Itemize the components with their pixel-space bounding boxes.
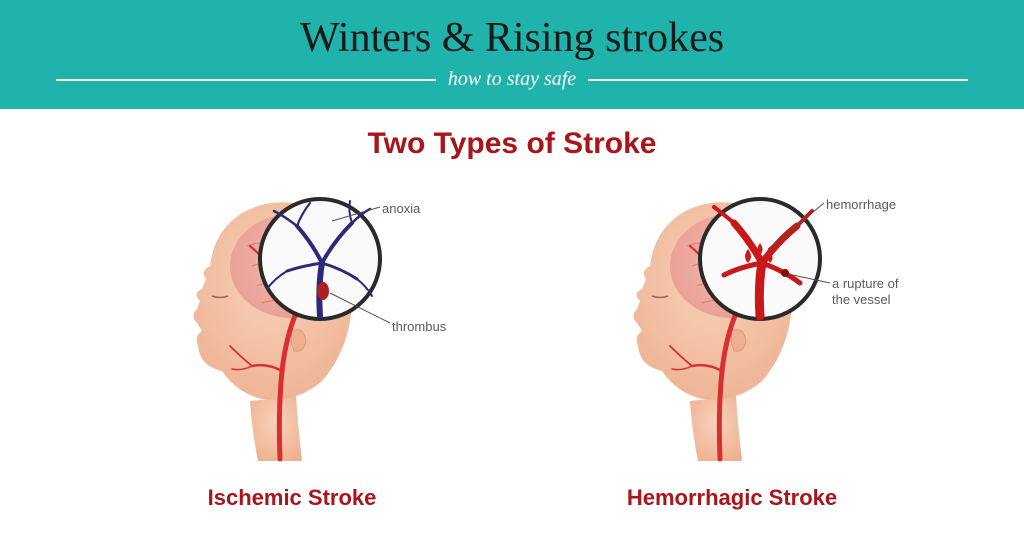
- neck: [250, 396, 302, 461]
- header-banner: Winters & Rising strokes how to stay saf…: [0, 0, 1024, 109]
- annotation-hemorrhage: hemorrhage: [826, 197, 896, 213]
- annotation-thrombus: thrombus: [392, 319, 446, 335]
- rupture-point: [781, 269, 789, 277]
- content-area: Two Types of Stroke: [0, 109, 1024, 511]
- ear: [731, 330, 746, 352]
- neck: [690, 396, 742, 461]
- annotation-anoxia: anoxia: [382, 201, 420, 217]
- annotation-rupture: a rupture of the vessel: [832, 276, 899, 307]
- caption-ischemic: Ischemic Stroke: [102, 485, 482, 511]
- caption-hemorrhagic: Hemorrhagic Stroke: [542, 485, 922, 511]
- main-title: Winters & Rising strokes: [0, 14, 1024, 62]
- diagram-panels: anoxia thrombus Ischemic Stroke: [0, 171, 1024, 511]
- section-title: Two Types of Stroke: [0, 127, 1024, 161]
- panel-ischemic: anoxia thrombus Ischemic Stroke: [102, 171, 482, 511]
- thrombus-clot: [317, 282, 329, 300]
- divider-left: [56, 79, 436, 81]
- ear: [291, 330, 306, 352]
- subtitle: how to stay safe: [448, 68, 576, 91]
- panel-hemorrhagic: hemorrhage a rupture of the vessel Hemor…: [542, 171, 922, 511]
- divider-row: how to stay safe: [0, 68, 1024, 91]
- head-diagram-hemorrhagic: [542, 171, 922, 471]
- divider-right: [588, 79, 968, 81]
